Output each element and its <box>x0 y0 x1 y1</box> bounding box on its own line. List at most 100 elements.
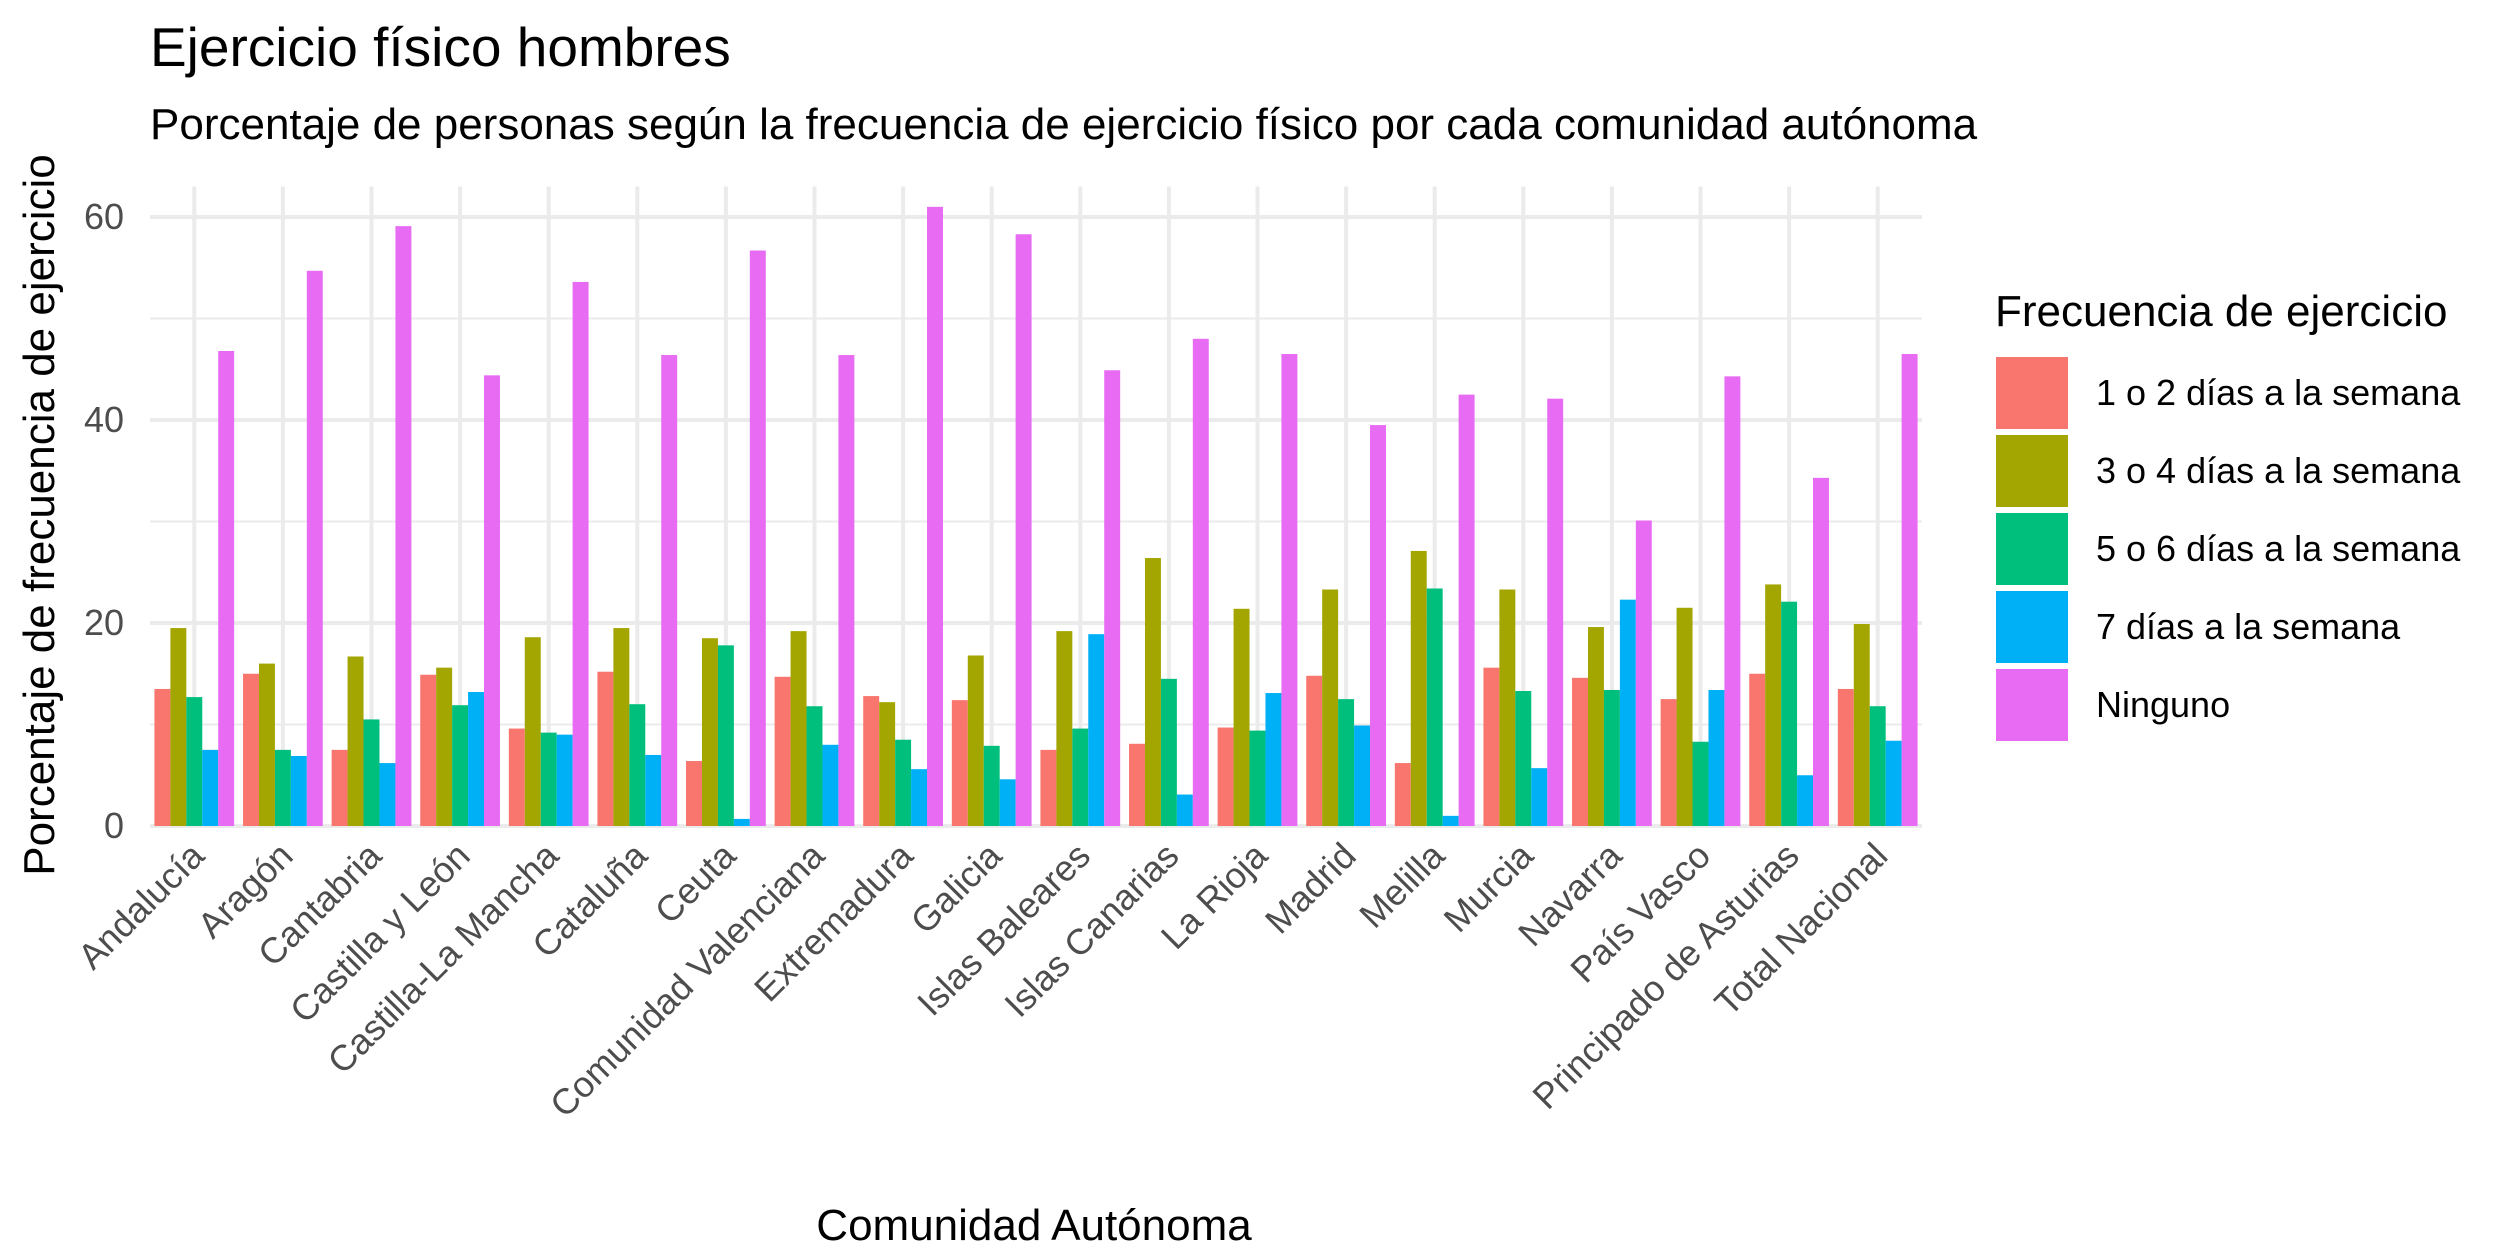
legend-key <box>1996 357 2068 429</box>
bar <box>1853 624 1870 826</box>
bar <box>999 779 1016 826</box>
bar <box>749 250 766 826</box>
bar <box>1040 749 1057 826</box>
bar <box>170 628 187 826</box>
legend-label: 1 o 2 días a la semana <box>2096 372 2461 413</box>
bar <box>1458 394 1475 826</box>
chart-title: Ejercicio físico hombres <box>150 16 731 78</box>
bar <box>1160 678 1177 826</box>
legend-label: 5 o 6 días a la semana <box>2096 528 2461 569</box>
bar <box>1547 398 1564 826</box>
bar <box>452 705 469 826</box>
bar <box>1072 728 1089 826</box>
bar <box>363 719 380 826</box>
bar <box>331 749 348 826</box>
bar <box>629 704 646 826</box>
bar <box>1676 607 1693 826</box>
bar <box>556 734 573 826</box>
bar <box>186 697 203 826</box>
bar <box>879 702 896 826</box>
y-tick-label: 20 <box>84 602 124 643</box>
bar <box>895 739 912 826</box>
bar <box>436 667 453 826</box>
bar <box>347 656 364 826</box>
bar <box>540 732 557 826</box>
bars-layer <box>154 206 1918 827</box>
bar <box>1410 550 1427 826</box>
bar <box>1056 631 1073 826</box>
bar <box>484 375 500 826</box>
bar <box>774 676 791 826</box>
bar <box>790 631 807 826</box>
bar <box>733 818 750 826</box>
bar <box>274 749 291 826</box>
y-axis-title: Porcentaje de frecuencia de ejercicio <box>15 154 64 876</box>
bar <box>645 754 662 826</box>
bar <box>1692 741 1709 826</box>
bar <box>258 663 275 826</box>
bar <box>1813 477 1829 826</box>
bar <box>1572 677 1588 826</box>
bar <box>661 355 678 826</box>
bar <box>1901 354 1918 826</box>
bar <box>1233 608 1250 826</box>
bar <box>951 700 968 826</box>
bar <box>863 696 880 826</box>
bar <box>686 761 702 826</box>
bar <box>1354 725 1371 826</box>
legend: Frecuencia de ejercicio 1 o 2 días a la … <box>1995 287 2461 741</box>
bar <box>1370 425 1386 826</box>
bar <box>379 763 396 826</box>
chart-subtitle: Porcentaje de personas según la frecuenc… <box>150 100 1978 149</box>
x-tick-label: Melilla <box>1351 834 1453 936</box>
bar <box>1265 693 1282 826</box>
bar <box>927 206 943 827</box>
grid-layer <box>150 186 1922 828</box>
bar <box>1394 763 1411 826</box>
bar <box>420 674 437 826</box>
bar <box>1338 699 1355 826</box>
bar <box>701 638 718 826</box>
bar <box>1619 599 1636 826</box>
bar <box>1426 588 1443 826</box>
legend-key <box>1996 591 2068 663</box>
bar <box>1885 740 1902 826</box>
bar <box>1104 370 1121 826</box>
bar <box>202 749 219 826</box>
bar <box>1281 354 1298 826</box>
bar <box>524 637 541 826</box>
legend-label: Ninguno <box>2096 684 2230 725</box>
bar <box>1306 675 1323 826</box>
bar <box>1217 727 1234 826</box>
bar <box>1765 584 1782 826</box>
bar <box>597 671 614 826</box>
bar <box>911 769 928 826</box>
bar <box>1088 634 1105 826</box>
bar <box>1531 768 1548 826</box>
bar <box>290 755 307 826</box>
bar <box>218 350 235 826</box>
bar <box>822 744 839 826</box>
x-tick-label: Andalucía <box>70 834 213 977</box>
bar <box>1144 558 1161 826</box>
bar <box>1635 520 1652 826</box>
bar <box>468 692 485 826</box>
bar <box>1837 688 1854 826</box>
bar <box>1603 689 1620 826</box>
bar <box>838 355 855 826</box>
x-axis-title: Comunidad Autónoma <box>816 1201 1252 1250</box>
bar <box>1708 689 1725 826</box>
legend-key <box>1996 669 2068 741</box>
bar <box>306 270 323 826</box>
bar <box>1176 794 1193 826</box>
bar <box>967 655 984 826</box>
legend-key <box>1996 435 2068 507</box>
bar <box>1587 627 1604 826</box>
bar <box>1192 338 1209 826</box>
bar <box>1499 589 1516 826</box>
bar <box>1483 667 1500 826</box>
y-tick-label: 0 <box>104 805 124 846</box>
bar <box>1781 601 1798 826</box>
